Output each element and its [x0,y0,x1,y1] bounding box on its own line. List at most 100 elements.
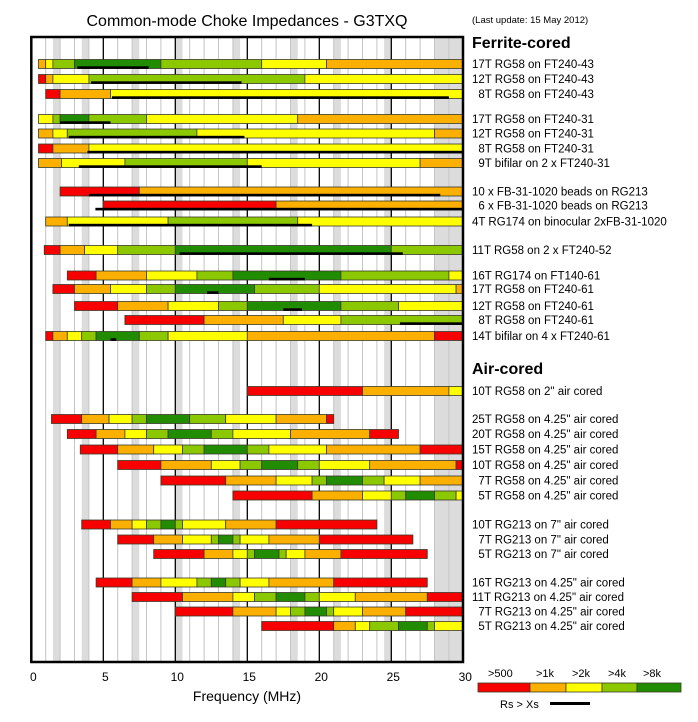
impedance-segment [246,444,270,455]
row-label: 12T RG58 on FT240-61 [472,301,594,313]
impedance-segment [225,475,277,486]
choke-row [232,490,464,501]
x-tick-label: 15 [243,670,257,684]
impedance-segment [304,592,320,602]
impedance-segment [426,592,464,602]
plot-grid [45,37,464,662]
row-label: 17T RG58 on FT240-31 [472,114,594,126]
impedance-segment [52,114,61,124]
legend-swatch [636,682,682,693]
impedance-segment [43,245,61,255]
impedance-segment [174,519,183,530]
choke-row [124,315,464,325]
impedance-segment [275,475,313,486]
impedance-segment [124,429,147,439]
chart-title: Common-mode Choke Impedances - G3TXQ [86,13,407,30]
impedance-segment [74,284,111,294]
row-label: 17T RG58 on FT240-61 [472,284,594,296]
impedance-segment [138,331,169,341]
choke-row [79,444,464,455]
choke-row [38,114,464,124]
impedance-segment [369,460,457,470]
impedance-segment [340,301,399,311]
impedance-segment [232,592,255,602]
impedance-segment [318,534,414,545]
impedance-segment [110,519,133,530]
legend-label: >1k [536,668,555,680]
impedance-segment [275,519,378,530]
row-label: 10 x FB-31-1020 beads on RG213 [472,187,648,199]
impedance-segment [59,245,85,255]
impedance-segment [81,414,110,424]
impedance-segment [318,460,371,470]
choke-row [38,158,464,168]
impedance-segment [95,429,126,439]
impedance-segment [146,429,169,439]
choke-row [38,143,464,154]
impedance-segment [448,386,464,396]
impedance-segment [326,59,464,69]
plot-frame [30,35,465,664]
row-label: 5T RG213 on 4.25" air cored [472,621,625,633]
impedance-segment [254,549,280,559]
choke-row [131,592,464,602]
impedance-segment [196,577,212,588]
band-shade [132,37,140,662]
impedance-segment [326,414,335,424]
impedance-segment [405,606,464,617]
choke-row [246,386,464,396]
row-label: 14T bifilar on 4 x FT240-61 [472,331,610,343]
row-label: 25T RG58 on 4.25" air cored [472,414,618,426]
impedance-segment [38,74,47,84]
impedance-segment [146,114,299,124]
row-label: 10T RG58 on 4.25" air cored [472,460,618,472]
impedance-segment [304,606,327,617]
x-tick-label: 20 [315,670,329,684]
row-label: 7T RG213 on 7" air cored [472,535,609,547]
impedance-segment [333,621,356,631]
impedance-segment [124,315,205,325]
row-labels: Ferrite-cored 17T RG58 on FT240-43 12T RG5… [472,35,667,633]
impedance-segment [38,59,47,69]
impedance-segment [45,59,54,69]
bars [38,59,464,631]
impedance-segment [81,331,97,341]
rs-gt-xs-line [87,150,464,154]
impedance-segment [45,74,54,84]
impedance-segment [434,621,464,631]
impedance-segment [362,386,450,396]
rs-gt-xs-line [60,121,111,124]
impedance-segment [131,577,162,588]
impedance-segment [225,414,277,424]
impedance-segment [304,74,464,84]
row-label: 8T RG58 on FT240-43 [472,89,594,101]
impedance-segment [160,577,198,588]
row-label: 5T RG58 on 4.25" air cored [472,491,618,503]
impedance-segment [131,414,147,424]
band-shade [384,37,392,662]
impedance-segment [254,592,277,602]
impedance-segment [225,577,241,588]
choke-row [74,301,464,311]
row-label: 4T RG174 on binocular 2xFB-31-1020 [472,217,667,229]
impedance-segment [182,534,212,545]
choke-row [45,89,464,99]
impedance-segment [160,475,227,486]
impedance-segment [95,577,133,588]
impedance-segment [110,284,147,294]
legend-swatch [565,682,603,693]
choke-row [261,621,464,631]
impedance-segment [311,475,327,486]
impedance-segment [52,74,90,84]
impedance-segment [254,284,320,294]
impedance-segment [239,534,270,545]
rs-gt-xs-line [111,96,449,99]
impedance-segment [232,549,248,559]
impedance-segment [268,534,320,545]
row-label: 11T RG58 on 2 x FT240-52 [472,245,612,257]
impedance-segment [131,592,183,602]
impedance-segment [340,270,450,281]
x-tick-label: 10 [171,670,185,684]
impedance-segment [74,301,119,311]
